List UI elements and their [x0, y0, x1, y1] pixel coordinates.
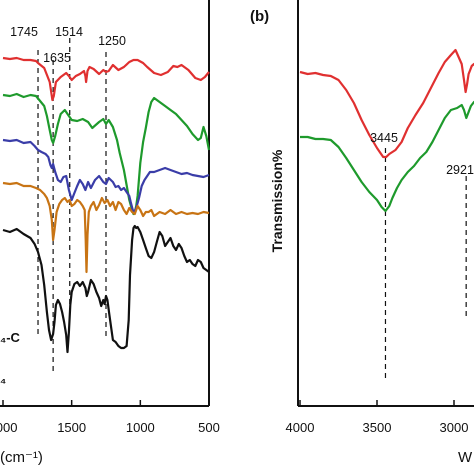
series-line-0 — [2, 56, 210, 102]
x-tick-label: 1500 — [57, 420, 86, 435]
annotation-label: 1745 — [10, 25, 38, 39]
x-tick-label: 500 — [198, 420, 220, 435]
x-axis-title: (cm⁻¹) — [0, 449, 43, 466]
series-line-2 — [2, 138, 210, 214]
annotation-label: 2921 — [446, 163, 474, 177]
series-line-1 — [300, 100, 474, 213]
series-line-0 — [299, 48, 474, 159]
x-tick-label: 3500 — [363, 420, 392, 435]
x-tick-label: 3000 — [440, 420, 469, 435]
x-axis-title: W — [458, 449, 473, 466]
series-line-1 — [2, 92, 211, 216]
annotation-label: 1250 — [98, 34, 126, 48]
annotation-label: 3445 — [370, 131, 398, 145]
panel-a: 2000 1500 1000 500 1745 1635 1514 1250 (cm⁻¹) ₄-C… — [0, 0, 220, 466]
series-line-3 — [2, 181, 210, 274]
panel-b: 4000 3500 3000 3445 2921 (b) Transmission% W — [250, 0, 474, 466]
annotation-label: 1514 — [55, 25, 83, 39]
series-label: ₄-C — [0, 330, 21, 345]
x-tick-label: 2000 — [0, 420, 17, 435]
series-label: ₄ — [0, 371, 6, 386]
x-tick-label: 4000 — [286, 420, 315, 435]
series-line-4 — [2, 224, 210, 354]
x-tick-label: 1000 — [126, 420, 155, 435]
panel-label: (b) — [250, 8, 269, 25]
y-axis-title: Transmission% — [269, 149, 285, 252]
annotation-label: 1635 — [43, 51, 71, 65]
